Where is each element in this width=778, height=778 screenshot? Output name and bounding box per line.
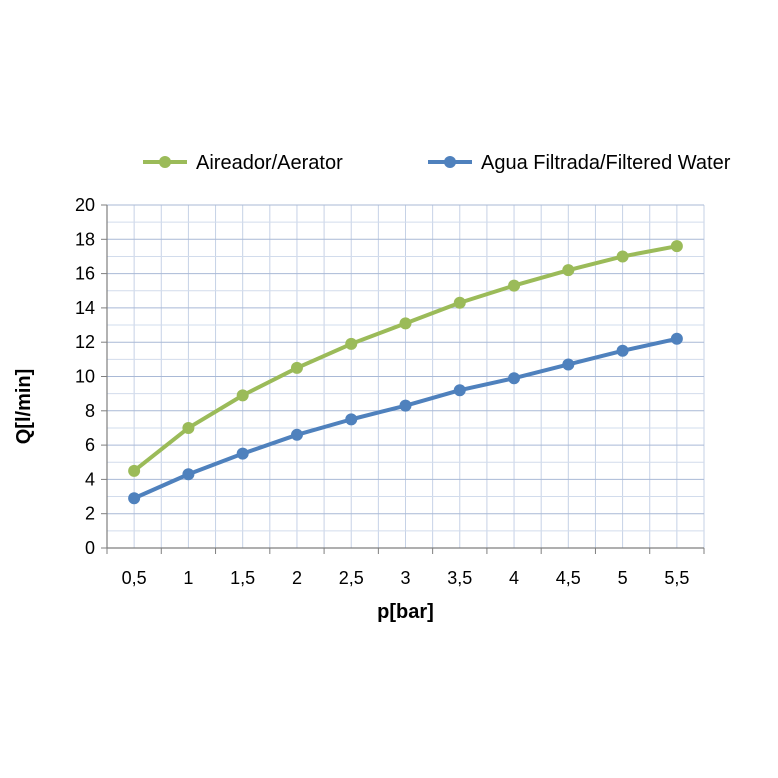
- y-tick-label: 16: [75, 264, 95, 284]
- x-tick-label: 4,5: [556, 568, 581, 588]
- x-axis-title: p[bar]: [377, 601, 434, 623]
- data-point: [670, 240, 683, 253]
- data-point: [128, 492, 141, 505]
- x-tick-label: 0,5: [122, 568, 147, 588]
- data-point: [290, 361, 303, 374]
- series-1: [128, 240, 683, 477]
- x-tick-label: 4: [509, 568, 519, 588]
- data-point: [345, 337, 358, 350]
- data-point: [399, 399, 412, 412]
- y-tick-label: 20: [75, 195, 95, 215]
- legend-swatch-marker: [159, 156, 171, 168]
- y-axis-ticks: 0 2 4 6 8 10 12 14 16 18 20: [75, 195, 107, 558]
- data-point: [562, 358, 575, 371]
- data-point: [508, 279, 521, 292]
- data-point: [562, 264, 575, 277]
- data-point: [616, 250, 629, 263]
- grid: [106, 204, 705, 549]
- data-point: [399, 317, 412, 330]
- data-point: [616, 344, 629, 357]
- x-tick-label: 3: [400, 568, 410, 588]
- x-tick-label: 5: [618, 568, 628, 588]
- series-2: [128, 332, 683, 505]
- data-point: [453, 384, 466, 397]
- legend-item: Aireador/Aerator: [143, 152, 343, 174]
- legend-label: Agua Filtrada/Filtered Water: [481, 152, 731, 174]
- y-tick-label: 4: [85, 469, 95, 489]
- legend: Aireador/Aerator Agua Filtrada/Filtered W…: [143, 152, 731, 174]
- data-point: [345, 413, 358, 426]
- legend-item: Agua Filtrada/Filtered Water: [428, 152, 731, 174]
- x-axis-ticks: 0,5 1 1,5 2 2,5 3 3,5 4 4,5 5 5,5: [106, 548, 705, 588]
- x-tick-label: 2: [292, 568, 302, 588]
- y-tick-label: 12: [75, 332, 95, 352]
- y-tick-label: 18: [75, 229, 95, 249]
- y-tick-label: 10: [75, 367, 95, 387]
- data-point: [236, 447, 249, 460]
- legend-swatch-marker: [444, 156, 456, 168]
- x-tick-label: 5,5: [664, 568, 689, 588]
- data-point: [508, 372, 521, 385]
- legend-label: Aireador/Aerator: [196, 152, 343, 174]
- x-tick-label: 1: [183, 568, 193, 588]
- data-point: [182, 421, 195, 434]
- data-point: [236, 389, 249, 402]
- data-point: [290, 428, 303, 441]
- y-tick-label: 0: [85, 538, 95, 558]
- y-tick-label: 6: [85, 435, 95, 455]
- data-point: [670, 332, 683, 345]
- series-group: [128, 240, 683, 505]
- data-point: [453, 296, 466, 309]
- data-point: [128, 464, 141, 477]
- y-axis-title: Q[l/min]: [13, 369, 35, 445]
- data-point: [182, 468, 195, 481]
- y-tick-label: 8: [85, 401, 95, 421]
- y-tick-label: 2: [85, 504, 95, 524]
- x-tick-label: 1,5: [230, 568, 255, 588]
- y-tick-label: 14: [75, 298, 95, 318]
- x-tick-label: 2,5: [339, 568, 364, 588]
- x-tick-label: 3,5: [447, 568, 472, 588]
